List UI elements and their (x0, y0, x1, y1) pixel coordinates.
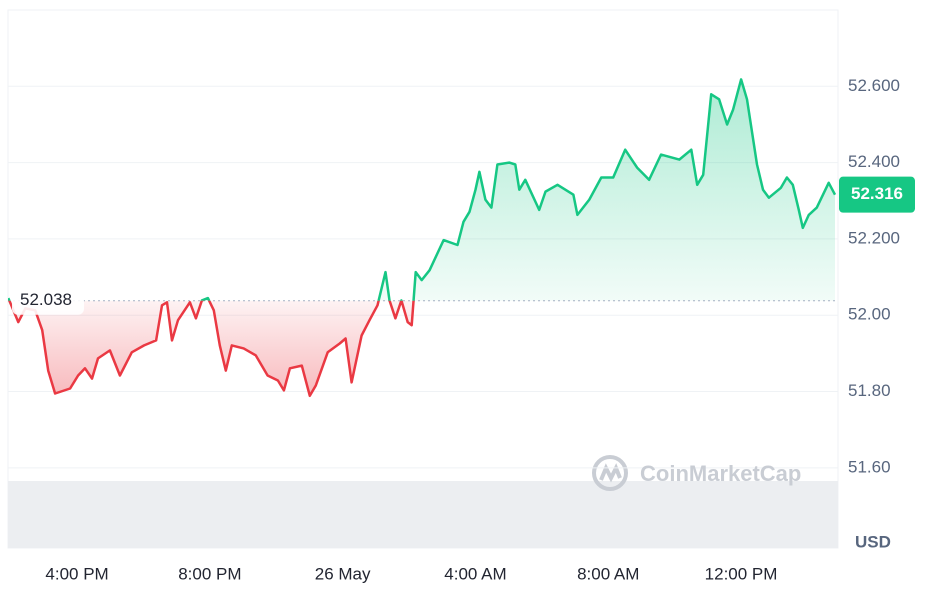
x-tick-label: 8:00 PM (178, 564, 241, 583)
x-tick-label: 4:00 PM (45, 564, 108, 583)
y-tick-label: 52.400 (848, 152, 900, 171)
x-tick-label: 26 May (315, 564, 371, 583)
y-tick-label: 52.600 (848, 76, 900, 95)
y-tick-label: 51.80 (848, 381, 891, 400)
watermark-logo (592, 455, 628, 491)
baseline-label: 52.038 (20, 290, 72, 309)
watermark: CoinMarketCap (640, 461, 801, 486)
y-tick-label: 51.60 (848, 457, 891, 476)
baseline-label-box (12, 286, 84, 315)
unit-label: USD (855, 532, 891, 551)
area-up (8, 79, 835, 301)
area-down (8, 300, 835, 396)
x-tick-label: 8:00 AM (577, 564, 639, 583)
x-tick-label: 12:00 PM (705, 564, 778, 583)
price-line-up (8, 78, 837, 301)
y-tick-label: 52.200 (848, 228, 900, 247)
x-tick-label: 4:00 AM (444, 564, 506, 583)
last-price-label: 52.316 (851, 184, 903, 203)
y-tick-label: 52.00 (848, 305, 891, 324)
last-price-box (839, 176, 915, 213)
price-line-down (8, 300, 415, 398)
volume-bars (8, 481, 838, 548)
